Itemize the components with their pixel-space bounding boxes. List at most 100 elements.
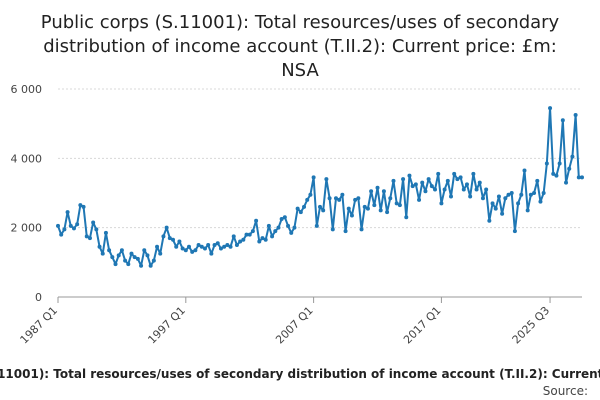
data-point[interactable] bbox=[142, 248, 147, 253]
data-point[interactable] bbox=[378, 208, 383, 213]
data-point[interactable] bbox=[78, 203, 83, 208]
data-point[interactable] bbox=[449, 194, 453, 199]
data-point[interactable] bbox=[94, 227, 99, 232]
data-point[interactable] bbox=[273, 229, 278, 234]
data-point[interactable] bbox=[327, 196, 332, 201]
data-point[interactable] bbox=[135, 256, 140, 261]
data-point[interactable] bbox=[391, 178, 396, 183]
data-point[interactable] bbox=[180, 246, 185, 251]
data-point[interactable] bbox=[340, 192, 345, 197]
data-point[interactable] bbox=[496, 194, 501, 199]
data-point[interactable] bbox=[151, 258, 156, 263]
data-point[interactable] bbox=[71, 226, 76, 231]
data-point[interactable] bbox=[394, 201, 399, 206]
data-point[interactable] bbox=[286, 223, 291, 228]
data-point[interactable] bbox=[464, 182, 469, 187]
data-point[interactable] bbox=[196, 243, 201, 247]
data-point[interactable] bbox=[81, 204, 86, 209]
data-point[interactable] bbox=[129, 251, 134, 256]
data-point[interactable] bbox=[375, 185, 380, 190]
data-point[interactable] bbox=[193, 248, 198, 253]
data-point[interactable] bbox=[493, 206, 498, 211]
data-point[interactable] bbox=[190, 249, 195, 254]
data-point[interactable] bbox=[365, 206, 370, 211]
data-point[interactable] bbox=[525, 208, 530, 213]
data-point[interactable] bbox=[132, 255, 137, 260]
data-point[interactable] bbox=[324, 177, 329, 182]
data-point[interactable] bbox=[292, 225, 297, 230]
data-point[interactable] bbox=[148, 263, 153, 268]
data-point[interactable] bbox=[183, 248, 188, 253]
data-point[interactable] bbox=[234, 243, 239, 247]
data-point[interactable] bbox=[209, 251, 214, 256]
data-point[interactable] bbox=[455, 177, 460, 182]
data-point[interactable] bbox=[103, 230, 108, 235]
data-point[interactable] bbox=[295, 206, 300, 211]
data-point[interactable] bbox=[222, 244, 227, 249]
data-point[interactable] bbox=[75, 222, 80, 227]
data-point[interactable] bbox=[314, 223, 319, 228]
data-point[interactable] bbox=[417, 197, 422, 202]
data-point[interactable] bbox=[538, 199, 543, 204]
data-point[interactable] bbox=[343, 229, 348, 234]
data-point[interactable] bbox=[247, 232, 252, 237]
data-point[interactable] bbox=[97, 244, 102, 249]
data-point[interactable] bbox=[407, 173, 412, 178]
data-point[interactable] bbox=[474, 187, 479, 192]
data-point[interactable] bbox=[218, 246, 223, 251]
data-point[interactable] bbox=[346, 206, 351, 211]
data-point[interactable] bbox=[110, 255, 115, 260]
data-point[interactable] bbox=[279, 217, 284, 221]
data-point[interactable] bbox=[570, 154, 575, 159]
data-point[interactable] bbox=[311, 175, 316, 180]
data-point[interactable] bbox=[356, 196, 361, 201]
data-point[interactable] bbox=[369, 189, 374, 194]
data-point[interactable] bbox=[551, 171, 556, 176]
data-point[interactable] bbox=[84, 234, 89, 239]
data-point[interactable] bbox=[244, 232, 249, 237]
data-point[interactable] bbox=[202, 246, 207, 251]
data-point[interactable] bbox=[576, 175, 581, 180]
data-point[interactable] bbox=[528, 192, 533, 197]
data-point[interactable] bbox=[413, 182, 418, 187]
data-point[interactable] bbox=[388, 196, 393, 201]
data-point[interactable] bbox=[541, 191, 546, 195]
data-point[interactable] bbox=[564, 180, 569, 185]
data-point[interactable] bbox=[282, 215, 287, 220]
data-point[interactable] bbox=[126, 262, 131, 267]
data-point[interactable] bbox=[512, 229, 517, 234]
data-point[interactable] bbox=[158, 251, 163, 256]
data-point[interactable] bbox=[461, 187, 466, 192]
data-point[interactable] bbox=[429, 184, 434, 189]
data-point[interactable] bbox=[241, 237, 246, 242]
data-point[interactable] bbox=[145, 253, 150, 258]
data-point[interactable] bbox=[333, 196, 338, 201]
data-point[interactable] bbox=[308, 192, 313, 197]
data-point[interactable] bbox=[359, 227, 364, 232]
data-point[interactable] bbox=[532, 191, 537, 195]
data-point[interactable] bbox=[177, 239, 182, 244]
data-point[interactable] bbox=[164, 225, 169, 230]
data-point[interactable] bbox=[116, 253, 121, 258]
data-point[interactable] bbox=[477, 180, 482, 185]
data-point[interactable] bbox=[452, 171, 457, 176]
data-point[interactable] bbox=[401, 177, 406, 182]
data-point[interactable] bbox=[187, 244, 191, 249]
data-point[interactable] bbox=[91, 220, 96, 225]
data-point[interactable] bbox=[471, 171, 476, 176]
data-point[interactable] bbox=[302, 204, 307, 209]
data-point[interactable] bbox=[426, 177, 431, 182]
data-point[interactable] bbox=[468, 194, 473, 199]
data-point[interactable] bbox=[119, 248, 124, 253]
data-point[interactable] bbox=[212, 243, 217, 247]
data-point[interactable] bbox=[62, 227, 67, 232]
data-point[interactable] bbox=[490, 201, 495, 206]
data-point[interactable] bbox=[100, 251, 105, 256]
data-point[interactable] bbox=[397, 203, 402, 208]
data-point[interactable] bbox=[238, 239, 243, 244]
data-point[interactable] bbox=[263, 237, 268, 242]
data-point[interactable] bbox=[225, 243, 230, 247]
data-point[interactable] bbox=[372, 203, 377, 208]
data-point[interactable] bbox=[330, 227, 335, 232]
data-point[interactable] bbox=[353, 197, 358, 202]
